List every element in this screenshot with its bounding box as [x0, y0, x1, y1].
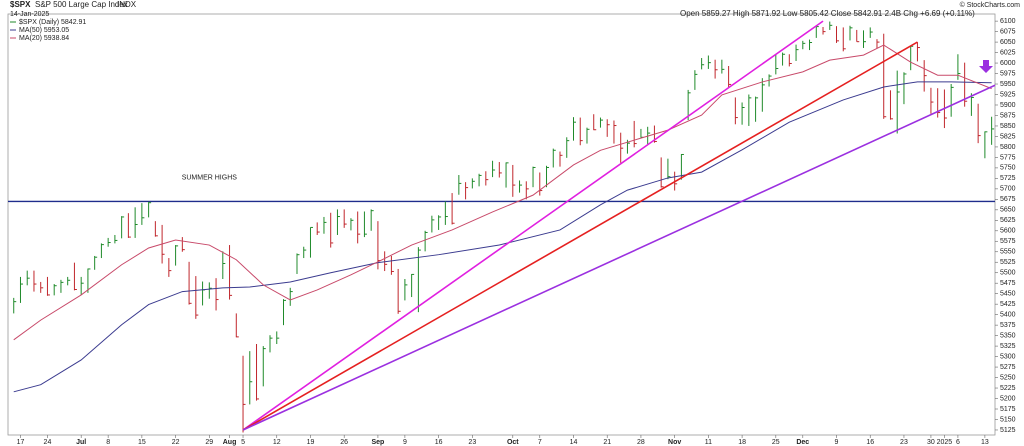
x-tick-label: Oct [507, 439, 519, 446]
y-tick-label: 5575 [1000, 238, 1016, 245]
y-tick-label: 5975 [1000, 70, 1016, 77]
x-tick-label: 22 [172, 439, 180, 446]
y-tick-label: 5725 [1000, 175, 1016, 182]
x-tick-label: 24 [44, 439, 52, 446]
y-tick-label: 5800 [1000, 144, 1016, 151]
y-tick-label: 5900 [1000, 102, 1016, 109]
x-tick-label: 2025 [937, 439, 953, 446]
y-tick-label: 5625 [1000, 217, 1016, 224]
x-tick-label: 15 [138, 439, 146, 446]
y-tick-label: 5375 [1000, 322, 1016, 329]
y-tick-label: 6100 [1000, 18, 1016, 25]
x-tick-label: 5 [241, 439, 245, 446]
y-tick-label: 5475 [1000, 280, 1016, 287]
x-tick-label: 13 [981, 439, 989, 446]
y-tick-label: 5350 [1000, 332, 1016, 339]
y-tick-label: 5825 [1000, 133, 1016, 140]
y-tick-label: 5175 [1000, 406, 1016, 413]
y-tick-label: 5550 [1000, 249, 1016, 256]
level-label: SUMMER HIGHS [182, 174, 238, 181]
x-tick-label: 19 [307, 439, 315, 446]
y-tick-label: 5650 [1000, 207, 1016, 214]
ticker: $SPX [10, 0, 31, 9]
y-tick-label: 6025 [1000, 49, 1016, 56]
y-tick-label: 5675 [1000, 196, 1016, 203]
moving-average [13, 81, 992, 393]
x-tick-label: 25 [772, 439, 780, 446]
x-tick-label: 9 [835, 439, 839, 446]
y-tick-label: 5200 [1000, 395, 1016, 402]
x-tick-label: 26 [340, 439, 348, 446]
y-tick-label: 5600 [1000, 228, 1016, 235]
x-tick-label: Nov [668, 439, 681, 446]
x-tick-label: 16 [866, 439, 874, 446]
x-tick-label: 30 [927, 439, 935, 446]
trendline [242, 41, 918, 431]
x-tick-label: Sep [371, 439, 384, 446]
y-tick-label: 6000 [1000, 60, 1016, 67]
y-tick-label: 5425 [1000, 301, 1016, 308]
index-name: S&P 500 Large Cap Index [35, 0, 128, 9]
y-tick-label: 5775 [1000, 154, 1016, 161]
legend-entry: $SPX (Daily) 5842.91 [19, 19, 86, 26]
y-tick-label: 6075 [1000, 28, 1016, 35]
x-tick-label: 9 [403, 439, 407, 446]
y-tick-label: 5250 [1000, 374, 1016, 381]
trendline [242, 84, 996, 431]
y-tick-label: 5300 [1000, 353, 1016, 360]
x-tick-label: 17 [17, 439, 25, 446]
y-tick-label: 5225 [1000, 385, 1016, 392]
x-tick-label: 29 [205, 439, 213, 446]
x-tick-label: 12 [273, 439, 281, 446]
y-tick-label: 5850 [1000, 123, 1016, 130]
legend-entry: MA(50) 5953.05 [19, 27, 69, 34]
x-tick-label: 23 [900, 439, 908, 446]
x-tick-label: 7 [538, 439, 542, 446]
x-tick-label: 28 [637, 439, 645, 446]
trendline [242, 20, 824, 431]
plot-frame [7, 13, 996, 436]
y-tick-label: 5875 [1000, 112, 1016, 119]
quote: Open 5859.27 High 5871.92 Low 5805.42 Cl… [680, 9, 975, 18]
y-tick-label: 6050 [1000, 39, 1016, 46]
x-tick-label: 11 [705, 439, 712, 446]
x-tick-label: Dec [796, 439, 809, 446]
x-tick-label: 21 [603, 439, 611, 446]
exchange: INDX [117, 0, 137, 9]
y-tick-label: 5450 [1000, 291, 1016, 298]
x-tick-label: Jul [76, 439, 86, 446]
y-tick-label: 5750 [1000, 165, 1016, 172]
moving-average [13, 44, 992, 341]
y-tick-label: 5700 [1000, 186, 1016, 193]
x-tick-label: 18 [738, 439, 746, 446]
x-tick-label: 23 [468, 439, 476, 446]
legend-entry: MA(20) 5938.84 [19, 35, 69, 42]
y-tick-label: 5275 [1000, 364, 1016, 371]
y-tick-label: 5150 [1000, 416, 1016, 423]
y-tick-label: 5925 [1000, 91, 1016, 98]
x-tick-label: 14 [570, 439, 578, 446]
y-tick-label: 5525 [1000, 259, 1016, 266]
x-tick-label: 16 [435, 439, 443, 446]
y-tick-label: 5125 [1000, 427, 1016, 434]
y-tick-label: 5500 [1000, 270, 1016, 277]
y-tick-label: 5325 [1000, 343, 1016, 350]
x-tick-label: 6 [956, 439, 960, 446]
credit: © StockCharts.com [960, 1, 1021, 9]
x-tick-label: Aug [223, 439, 237, 446]
x-tick-label: 8 [106, 439, 110, 446]
y-tick-label: 5400 [1000, 311, 1016, 318]
arrow-icon [979, 60, 993, 73]
date: 14-Jan-2025 [10, 11, 49, 18]
y-tick-label: 5950 [1000, 81, 1016, 88]
